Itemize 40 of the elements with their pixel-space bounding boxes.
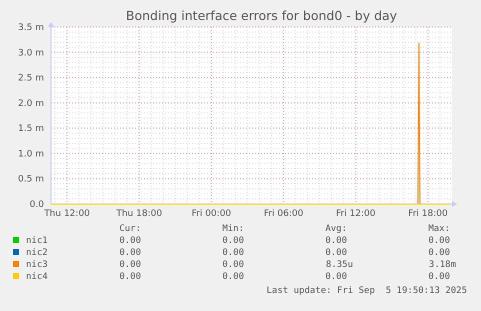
text: Cur:: [119, 224, 141, 234]
y-tick-label: 3.0 m: [18, 48, 44, 58]
text: 0.00: [325, 272, 347, 282]
chart-title: Bonding interface errors for bond0 - by day: [126, 8, 398, 23]
text: 0.00: [325, 236, 347, 246]
legend-label: nic4: [26, 272, 48, 282]
legend-label: nic3: [26, 260, 48, 270]
text: 0.00: [222, 248, 244, 258]
text: Avg:: [325, 224, 347, 234]
text: 0.00: [222, 260, 244, 270]
x-tick-label: Fri 18:00: [408, 209, 448, 219]
legend-label: nic1: [26, 236, 48, 246]
text: Min:: [222, 224, 244, 234]
x-tick-label: Fri 06:00: [264, 209, 304, 219]
text: Max:: [428, 224, 450, 234]
text: 0.00: [428, 236, 450, 246]
text: 0.00: [222, 272, 244, 282]
text: 0.00: [428, 248, 450, 258]
y-tick-label: 1.0 m: [18, 149, 44, 160]
text: 8.35u: [326, 260, 353, 270]
text: Last update: Fri Sep 5 19:50:13 2025: [266, 286, 467, 296]
legend-label: nic2: [26, 248, 48, 258]
text: 0.00: [222, 236, 244, 246]
text: 0.00: [428, 272, 450, 282]
text: 0.00: [119, 236, 141, 246]
y-tick-label: 0.0: [30, 200, 44, 210]
text: 0.00: [325, 248, 347, 258]
text: 0.00: [119, 260, 141, 270]
x-tick-label: Fri 12:00: [336, 209, 376, 219]
y-tick-label: 2.0 m: [18, 98, 44, 109]
x-tick-label: Fri 00:00: [192, 209, 232, 219]
y-tick-label: 2.5 m: [18, 74, 44, 84]
y-tick-label: 1.5 m: [18, 124, 44, 134]
x-tick-label: Thu 18:00: [115, 209, 162, 219]
text: 0.00: [119, 248, 141, 258]
x-tick-label: Thu 12:00: [43, 209, 90, 219]
text: 0.00: [119, 272, 141, 282]
y-tick-label: 3.5 m: [18, 23, 44, 33]
text: 3.18m: [428, 260, 456, 270]
y-tick-label: 0.5 m: [18, 174, 44, 185]
